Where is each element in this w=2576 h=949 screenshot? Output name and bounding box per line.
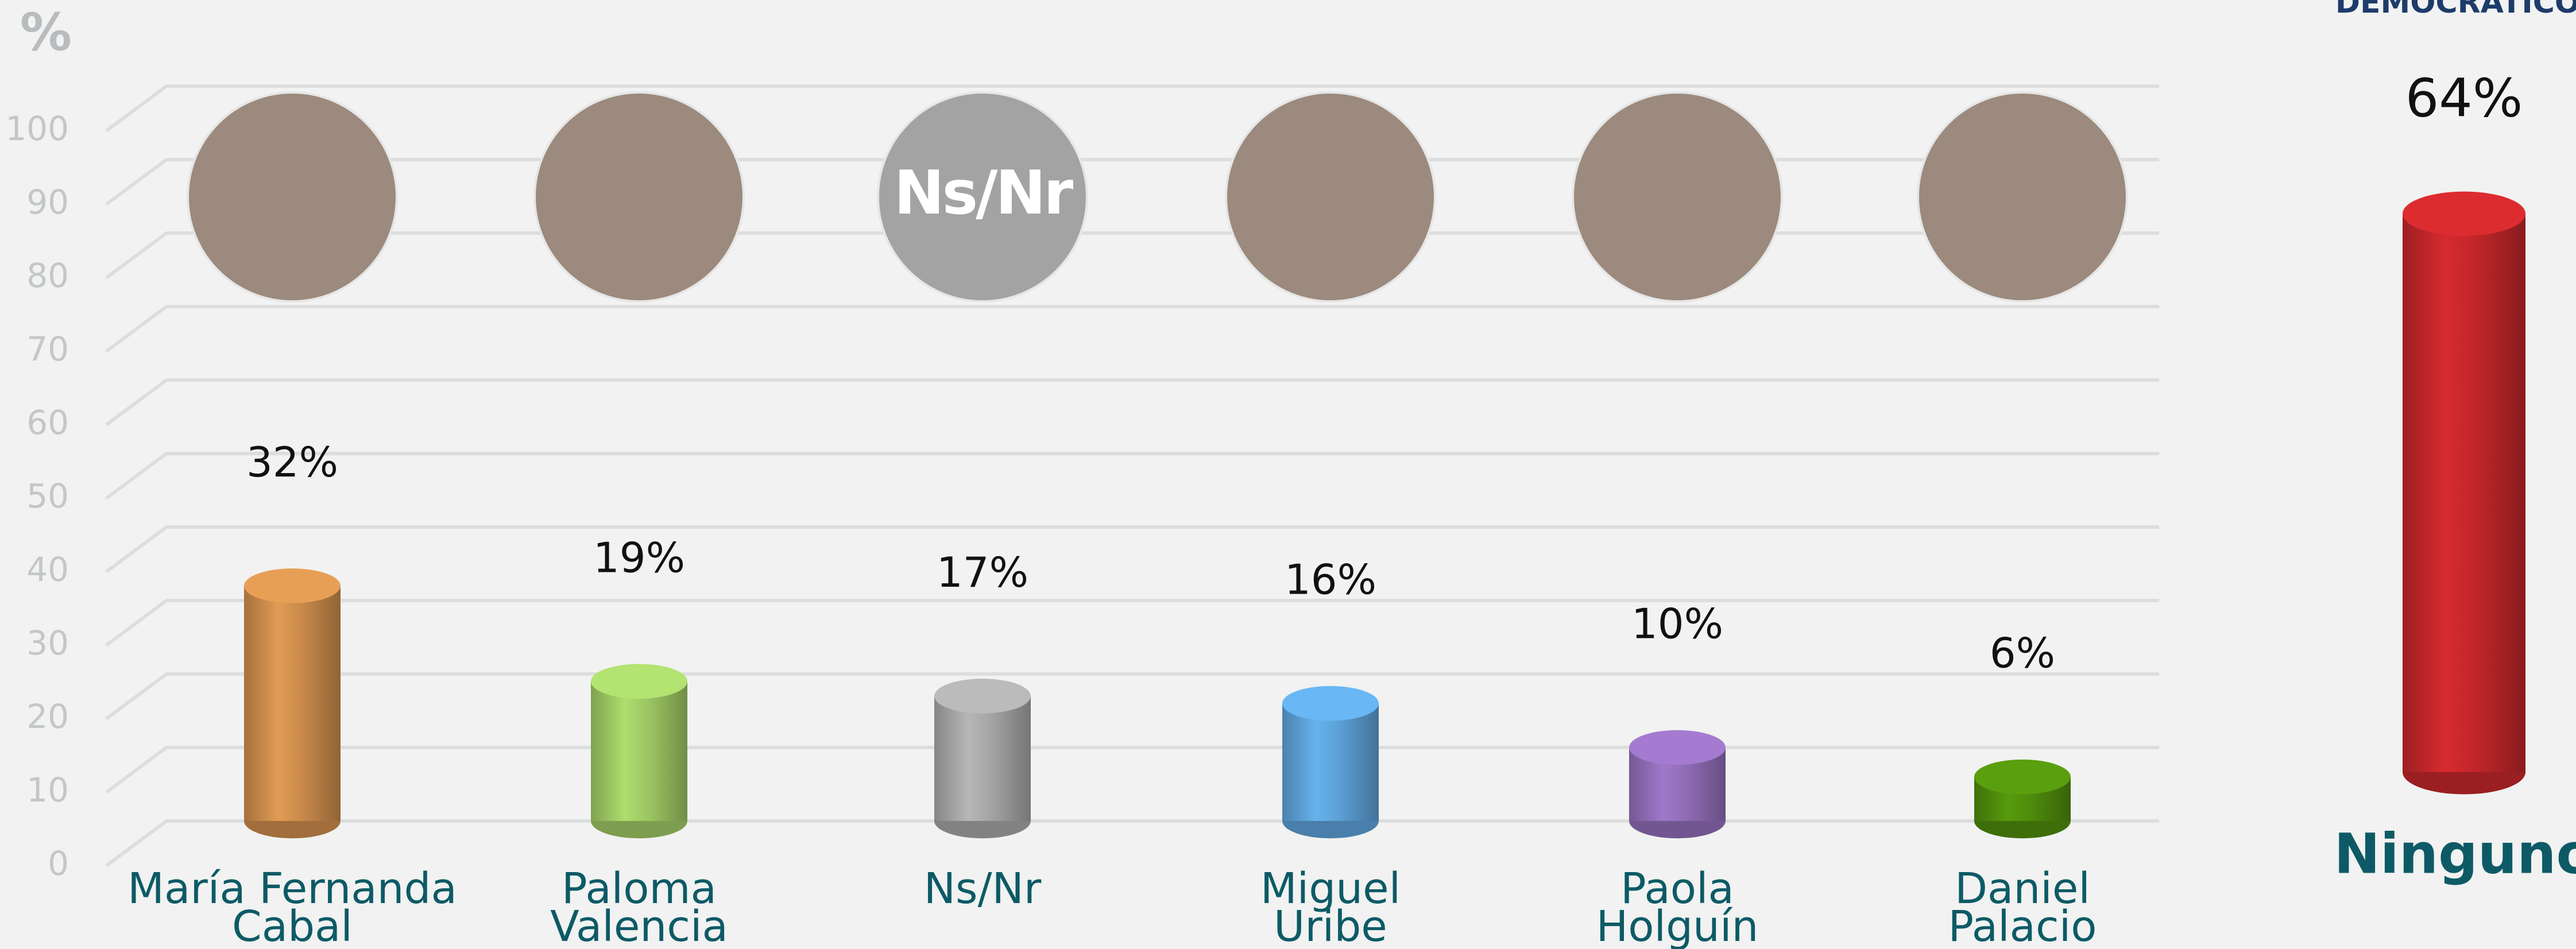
y-tick-label: 100: [5, 109, 69, 148]
bar: [591, 681, 687, 821]
x-tick-label-line: Uribe: [1274, 902, 1387, 949]
portrait: [1573, 92, 1782, 301]
value-label: 16%: [1285, 556, 1376, 604]
bar: [934, 696, 1031, 821]
chart: % DEMOCRÁTICO 0 10 20 30 40 50 60 70 80 90 100 32% M…: [0, 0, 2576, 949]
value-label: 17%: [937, 548, 1028, 596]
bar: [244, 586, 341, 821]
bar-top: [2403, 192, 2525, 236]
value-label: 64%: [2405, 67, 2523, 129]
y-tick-label: 40: [26, 550, 69, 589]
y-tick-label: 60: [26, 403, 69, 442]
portrait: [188, 92, 397, 301]
x-tick-label-line: Ns/Nr: [924, 864, 1042, 913]
y-tick-label: 50: [26, 477, 69, 516]
portrait: [1918, 92, 2127, 301]
value-label: 32%: [246, 438, 338, 486]
bar-top: [591, 664, 687, 699]
y-tick-label: 0: [48, 844, 69, 883]
y-tick-label: 70: [26, 330, 69, 369]
bar-top: [1282, 686, 1379, 721]
value-label: 19%: [593, 533, 685, 582]
bar-top: [1974, 760, 2071, 794]
y-tick-label: 20: [26, 697, 69, 736]
y-tick-label: 30: [26, 623, 69, 663]
portrait-text: Ns/Nr: [894, 158, 1074, 228]
bar-top: [1629, 730, 1726, 765]
x-tick-label-line: Palacio: [1948, 902, 2097, 949]
bar-top: [244, 568, 341, 603]
y-tick-label: 10: [26, 770, 69, 809]
x-tick-label-line: Valencia: [550, 902, 728, 949]
y-tick-label: 80: [26, 256, 69, 295]
bar: [2403, 214, 2525, 772]
portrait: [535, 92, 744, 301]
x-tick-label-line: Cabal: [232, 902, 353, 949]
category-label: Ninguno: [2334, 822, 2576, 886]
page: % DEMOCRÁTICO 0 10 20 30 40 50 60 70 80 90 100 32% M…: [0, 0, 2576, 949]
y-tick-label: 90: [26, 183, 69, 222]
y-axis-label: %: [20, 2, 72, 63]
value-label: 6%: [1990, 629, 2055, 677]
x-tick-label: Ns/Nr: [924, 864, 1042, 913]
value-label: 10%: [1631, 600, 1723, 648]
x-tick-label-line: Holguín: [1596, 902, 1759, 949]
portrait: [1226, 92, 1435, 301]
bar-top: [934, 679, 1031, 713]
panel-title: DEMOCRÁTICO: [2335, 0, 2576, 20]
bar: [1282, 703, 1379, 821]
